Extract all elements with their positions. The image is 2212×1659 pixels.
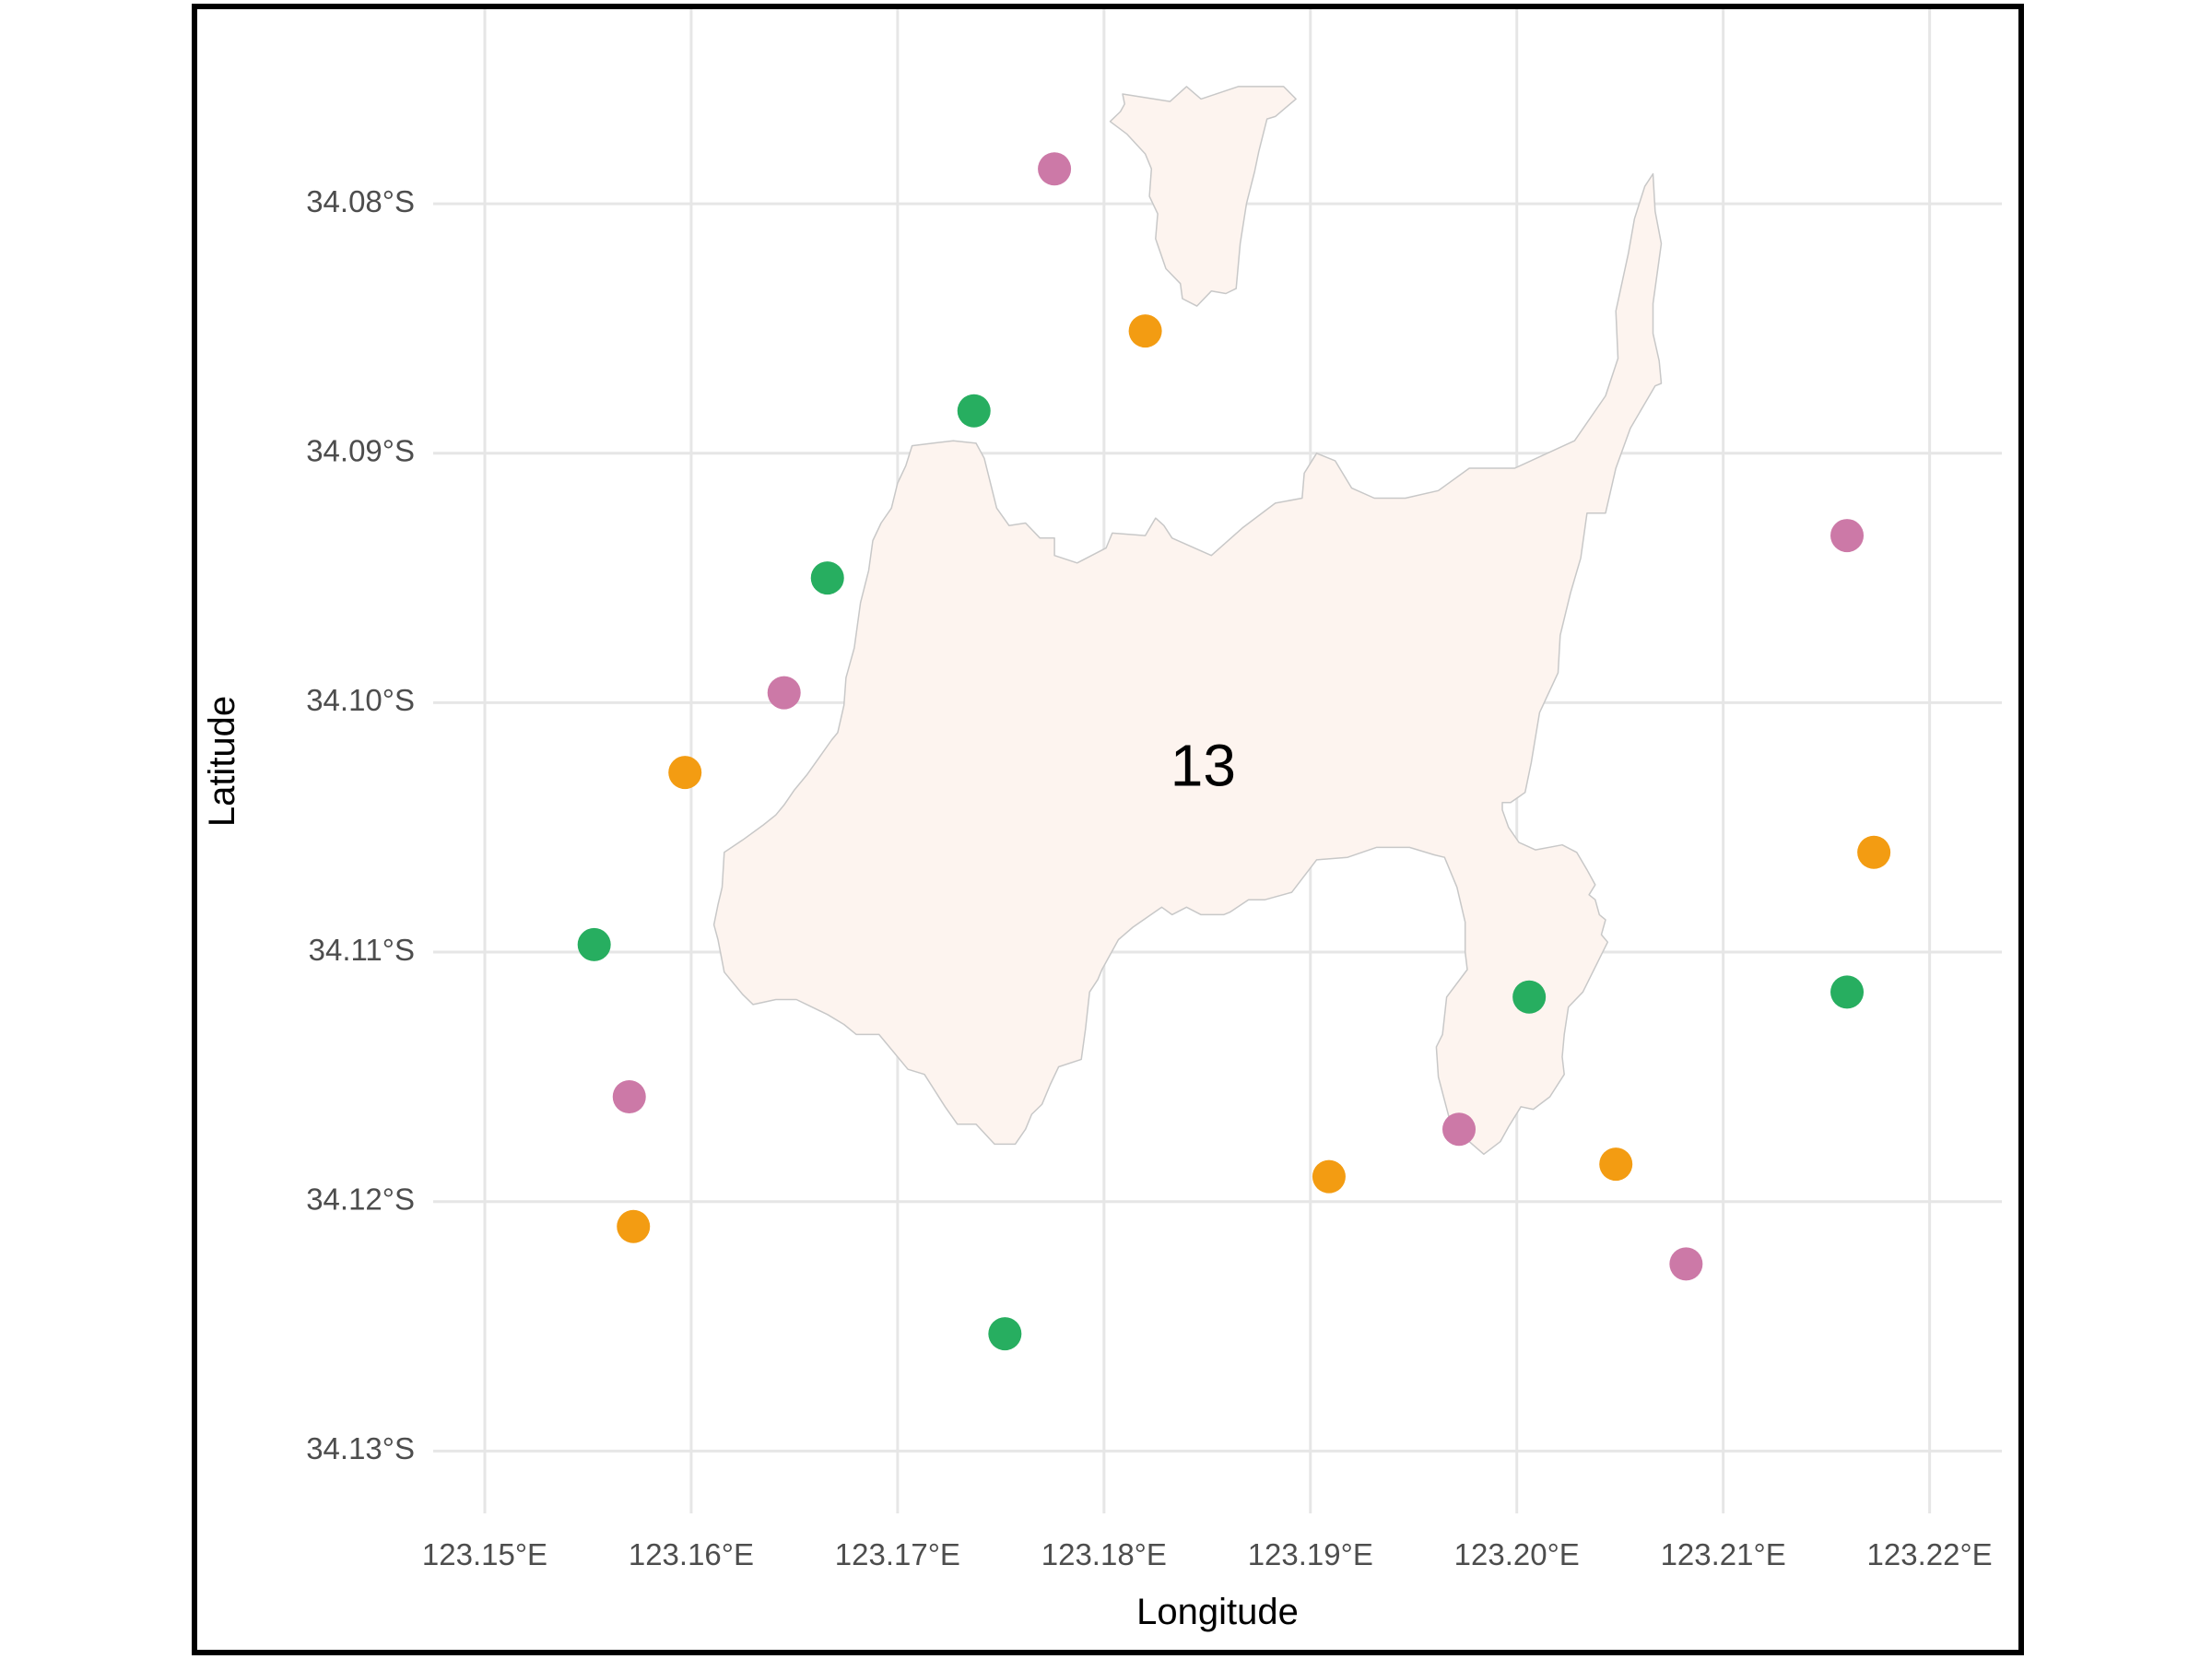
sample-point-15: [1830, 519, 1865, 553]
x-tick-label: 123.21°E: [1661, 1537, 1786, 1571]
x-tick-label: 123.19°E: [1248, 1537, 1373, 1571]
x-tick-label: 123.17°E: [835, 1537, 960, 1571]
x-tick-label: 123.15°E: [422, 1537, 547, 1571]
land-polygon-1: [712, 172, 1663, 1156]
x-tick-label: 123.20°E: [1454, 1537, 1580, 1571]
x-tick-label: 123.18°E: [1041, 1537, 1167, 1571]
sample-point-14: [1669, 1247, 1703, 1281]
y-tick-label: 34.10°S: [306, 683, 415, 717]
region-label: 13: [1171, 732, 1236, 798]
sample-point-3: [810, 561, 844, 595]
land-polygons: [712, 86, 1663, 1156]
sample-point-13: [1599, 1147, 1633, 1182]
sample-point-0: [1038, 152, 1072, 186]
sample-point-12: [1512, 980, 1547, 1014]
sample-point-8: [617, 1209, 651, 1243]
sample-point-6: [577, 927, 611, 961]
sample-point-2: [957, 394, 991, 428]
map-plot: 13 123.15°E 123.16°E 123.17°E 123.18°E 123.1…: [202, 9, 2002, 1632]
y-tick-label: 34.08°S: [306, 184, 415, 218]
sample-points: [577, 152, 1891, 1351]
sample-point-5: [668, 756, 702, 790]
y-axis-ticks: 34.08°S 34.09°S 34.10°S 34.11°S 34.12°S 34.13…: [306, 184, 415, 1465]
y-tick-label: 34.12°S: [306, 1182, 415, 1216]
y-tick-label: 34.09°S: [306, 433, 415, 467]
x-axis-title: Longitude: [1136, 1592, 1299, 1632]
sample-point-17: [1830, 975, 1865, 1009]
x-tick-label: 123.16°E: [629, 1537, 754, 1571]
sample-point-10: [1312, 1159, 1346, 1194]
map-frame: 13 123.15°E 123.16°E 123.17°E 123.18°E 123.1…: [192, 4, 2024, 1655]
x-axis-ticks: 123.15°E 123.16°E 123.17°E 123.18°E 123.19°E…: [422, 1537, 1993, 1571]
x-tick-label: 123.22°E: [1867, 1537, 1993, 1571]
land-polygon-0: [1109, 86, 1297, 307]
sample-point-1: [1128, 314, 1162, 348]
y-tick-label: 34.11°S: [309, 933, 415, 967]
region-label-layer: 13: [1171, 732, 1236, 798]
y-axis-title: Latitude: [202, 696, 242, 827]
sample-point-9: [988, 1317, 1022, 1351]
sample-point-16: [1857, 835, 1891, 869]
sample-point-11: [1442, 1112, 1477, 1147]
y-tick-label: 34.13°S: [306, 1431, 415, 1465]
sample-point-4: [767, 676, 801, 710]
sample-point-7: [612, 1080, 646, 1114]
